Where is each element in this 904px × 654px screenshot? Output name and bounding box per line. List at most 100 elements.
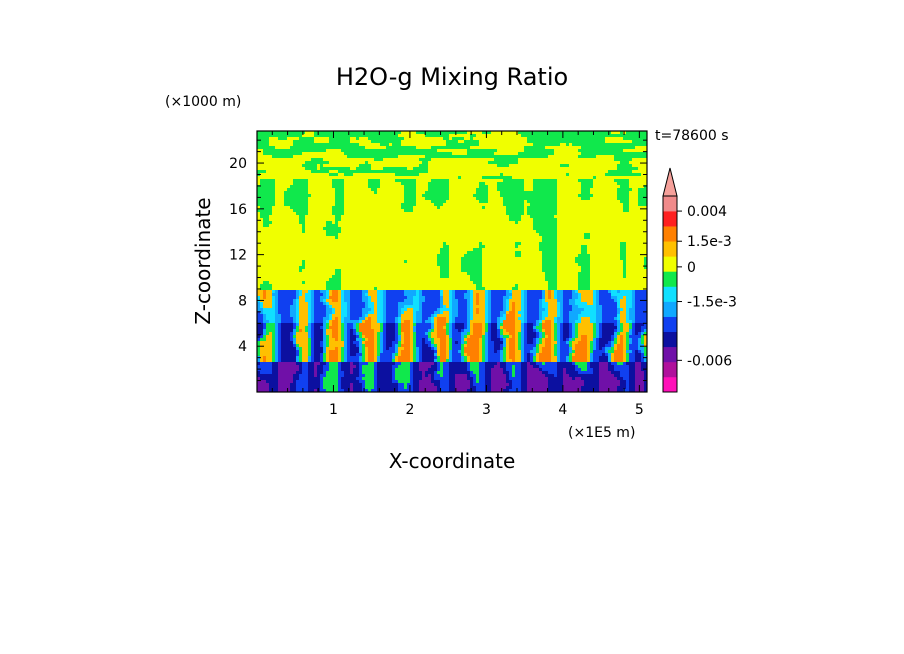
field-cell bbox=[458, 131, 462, 135]
field-cell bbox=[419, 140, 423, 144]
field-cell bbox=[515, 161, 519, 165]
field-cell bbox=[476, 188, 480, 192]
field-cell bbox=[572, 179, 576, 183]
field-cell bbox=[302, 164, 306, 168]
field-cell bbox=[359, 131, 363, 135]
field-cell bbox=[293, 161, 297, 165]
field-cell bbox=[368, 170, 372, 174]
field-cell bbox=[350, 167, 354, 171]
field-cell bbox=[425, 185, 429, 189]
field-cell bbox=[371, 176, 375, 180]
field-cell bbox=[590, 233, 594, 237]
field-cell bbox=[557, 191, 561, 195]
field-cell bbox=[299, 203, 303, 207]
field-cell bbox=[452, 200, 456, 204]
field-cell bbox=[506, 152, 510, 156]
field-cell bbox=[335, 137, 339, 141]
field-cell bbox=[260, 224, 264, 228]
field-cell bbox=[368, 236, 372, 240]
field-cell bbox=[371, 194, 375, 198]
field-cell bbox=[512, 230, 516, 234]
field-cell bbox=[539, 161, 543, 165]
field-cell bbox=[383, 233, 387, 237]
field-cell bbox=[524, 194, 528, 198]
field-cell bbox=[605, 242, 609, 246]
field-cell bbox=[602, 227, 606, 231]
field-cell bbox=[572, 221, 576, 225]
field-cell bbox=[404, 182, 408, 186]
field-cell bbox=[605, 206, 609, 210]
field-cell bbox=[341, 161, 345, 165]
field-cell bbox=[305, 173, 309, 177]
field-cell bbox=[302, 212, 306, 216]
field-cell bbox=[395, 233, 399, 237]
field-cell bbox=[542, 206, 546, 210]
field-cell bbox=[422, 137, 426, 141]
field-cell bbox=[593, 236, 597, 240]
field-cell bbox=[326, 179, 330, 183]
field-cell bbox=[605, 134, 609, 138]
field-cell bbox=[524, 209, 528, 213]
field-cell bbox=[629, 149, 633, 153]
field-cell bbox=[566, 179, 570, 183]
field-cell bbox=[374, 155, 378, 159]
field-cell bbox=[605, 212, 609, 216]
field-cell bbox=[503, 191, 507, 195]
field-cell bbox=[578, 203, 582, 207]
field-cell bbox=[554, 140, 558, 144]
field-cell bbox=[284, 179, 288, 183]
field-cell bbox=[287, 188, 291, 192]
field-cell bbox=[326, 167, 330, 171]
field-cell bbox=[566, 143, 570, 147]
field-cell bbox=[347, 227, 351, 231]
field-cell bbox=[269, 164, 273, 168]
field-cell bbox=[434, 185, 438, 189]
field-cell bbox=[563, 146, 567, 150]
field-cell bbox=[479, 155, 483, 159]
field-cell bbox=[575, 158, 579, 162]
field-cell bbox=[344, 137, 348, 141]
field-cell bbox=[332, 185, 336, 189]
field-cell bbox=[644, 215, 647, 219]
field-cell bbox=[299, 152, 303, 156]
field-cell bbox=[362, 140, 366, 144]
field-cell bbox=[380, 215, 384, 219]
field-cell bbox=[491, 215, 495, 219]
field-cell bbox=[434, 236, 438, 240]
field-cell bbox=[368, 161, 372, 165]
field-cell bbox=[536, 209, 540, 213]
field-cell bbox=[452, 164, 456, 168]
field-cell bbox=[641, 215, 645, 219]
field-cell bbox=[362, 215, 366, 219]
field-cell bbox=[530, 230, 534, 234]
field-cell bbox=[452, 140, 456, 144]
field-cell bbox=[458, 218, 462, 222]
field-cell bbox=[257, 236, 261, 240]
field-cell bbox=[638, 197, 642, 201]
field-cell bbox=[620, 152, 624, 156]
field-cell bbox=[518, 212, 522, 216]
field-cell bbox=[413, 179, 417, 183]
field-cell bbox=[275, 167, 279, 171]
field-cell bbox=[473, 194, 477, 198]
field-cell bbox=[533, 149, 537, 153]
field-cell bbox=[392, 167, 396, 171]
field-cell bbox=[284, 197, 288, 201]
field-cell bbox=[299, 164, 303, 168]
field-cell bbox=[467, 188, 471, 192]
field-cell bbox=[296, 134, 300, 138]
field-cell bbox=[311, 203, 315, 207]
field-cell bbox=[626, 230, 630, 234]
field-cell bbox=[356, 245, 360, 249]
field-cell bbox=[464, 131, 468, 135]
field-cell bbox=[365, 164, 369, 168]
field-cell bbox=[452, 197, 456, 201]
field-cell bbox=[596, 182, 600, 186]
field-cell bbox=[443, 191, 447, 195]
field-cell bbox=[386, 176, 390, 180]
field-cell bbox=[338, 167, 342, 171]
field-cell bbox=[554, 185, 558, 189]
field-cell bbox=[473, 185, 477, 189]
field-cell bbox=[503, 185, 507, 189]
field-cell bbox=[344, 152, 348, 156]
